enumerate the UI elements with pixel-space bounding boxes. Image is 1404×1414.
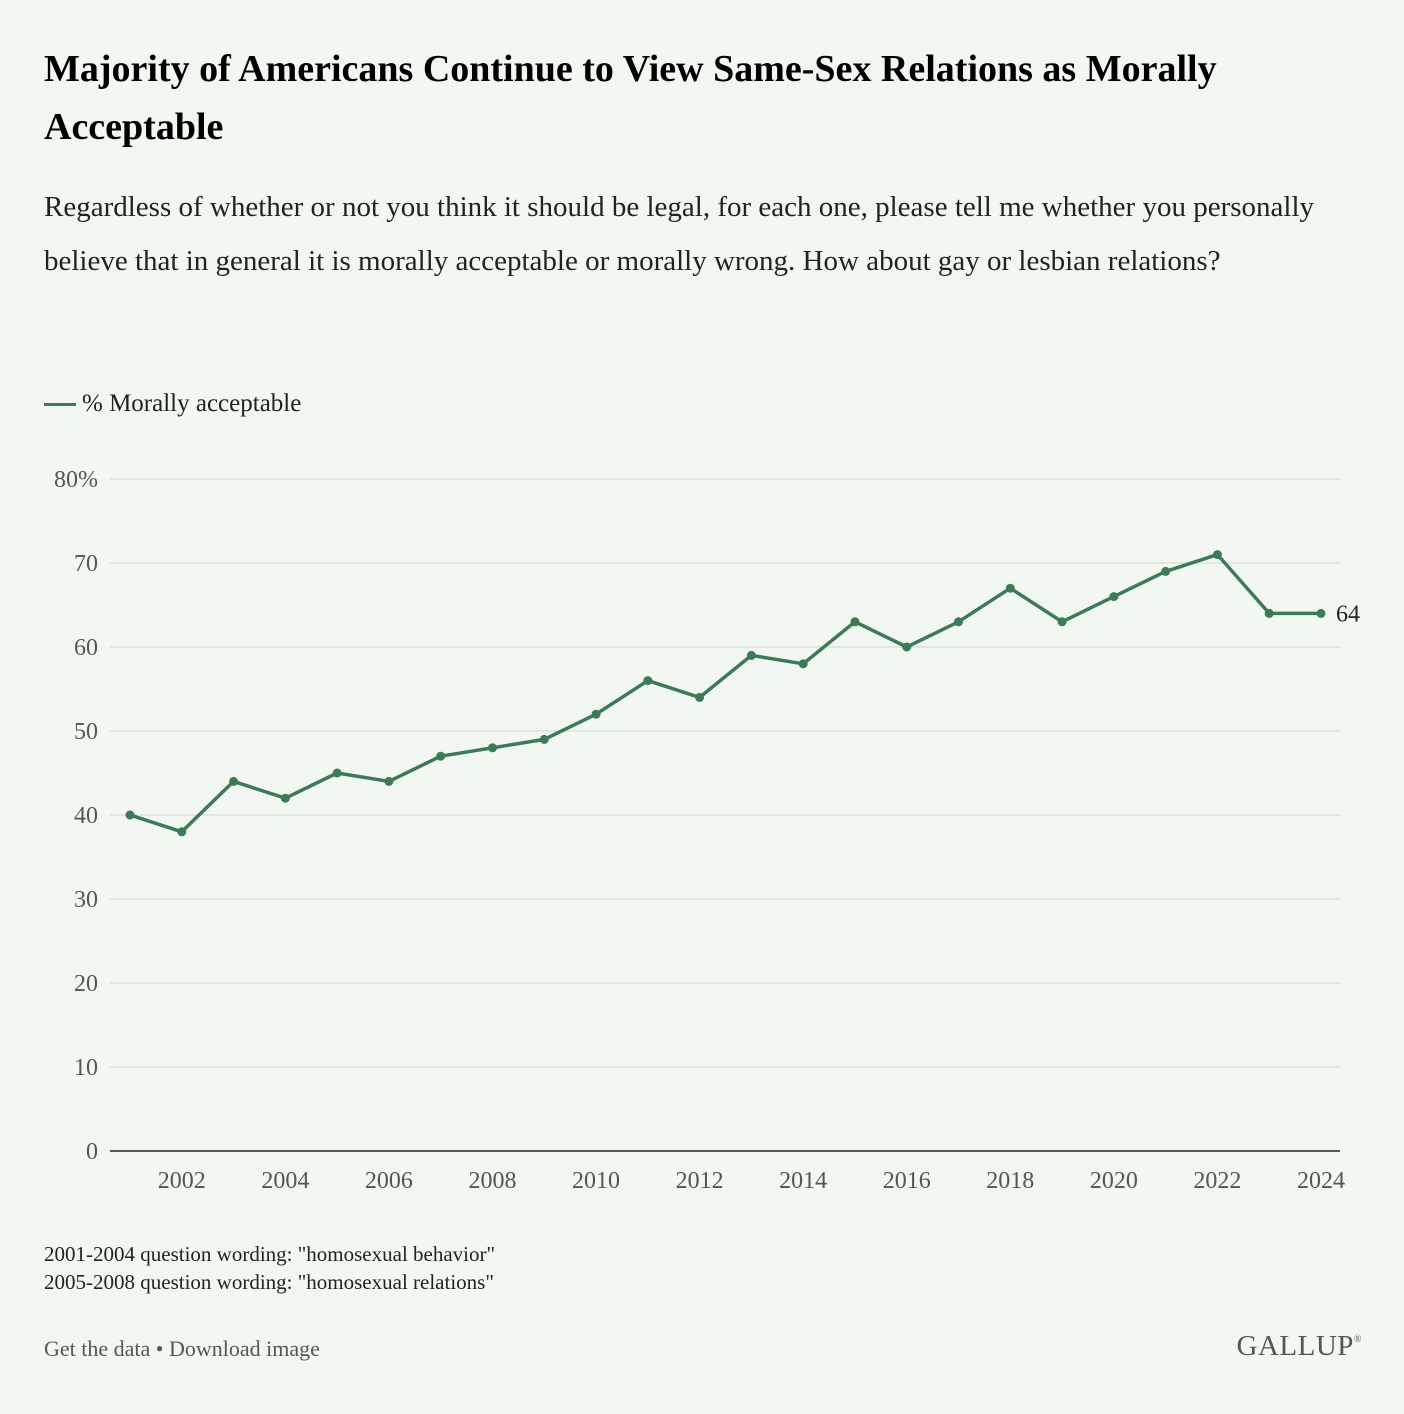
data-point-2020 bbox=[1109, 592, 1119, 602]
data-points bbox=[125, 550, 1326, 837]
x-tick-label: 2012 bbox=[676, 1168, 724, 1194]
data-point-2010 bbox=[591, 709, 601, 719]
chart-notes: 2001-2004 question wording: "homosexual … bbox=[44, 1240, 495, 1296]
data-point-2022 bbox=[1212, 550, 1222, 560]
x-tick-label: 2008 bbox=[468, 1168, 516, 1194]
note-wording-2001-2004: 2001-2004 question wording: "homosexual … bbox=[44, 1242, 496, 1266]
get-data-link[interactable]: Get the data bbox=[44, 1336, 151, 1361]
data-point-2011 bbox=[643, 676, 653, 686]
y-tick-label: 70 bbox=[74, 551, 98, 577]
legend-line-swatch bbox=[44, 402, 76, 406]
end-value-label: 64 bbox=[1336, 601, 1360, 627]
y-tick-label: 50 bbox=[74, 719, 98, 745]
data-point-2023 bbox=[1264, 608, 1274, 618]
data-point-2006 bbox=[384, 776, 394, 786]
x-axis-labels: 2002 2004 2006 2008 2010 2012 2014 2016 2018 2020… bbox=[158, 1168, 1345, 1194]
data-point-2008 bbox=[487, 743, 497, 753]
footer-separator: • bbox=[150, 1336, 169, 1361]
chart-subtitle: Regardless of whether or not you think i… bbox=[44, 191, 1314, 277]
data-point-2004 bbox=[280, 793, 290, 803]
x-tick-label: 2022 bbox=[1193, 1168, 1241, 1194]
legend: % Morally acceptable bbox=[44, 386, 301, 422]
chart-title: Majority of Americans Continue to View S… bbox=[44, 48, 1217, 148]
x-tick-label: 2002 bbox=[158, 1168, 206, 1194]
footer-links: Get the data • Download image bbox=[44, 1336, 320, 1362]
legend-label: % Morally acceptable bbox=[82, 390, 302, 417]
x-tick-label: 2024 bbox=[1297, 1168, 1345, 1194]
data-point-2007 bbox=[436, 751, 446, 761]
y-axis-labels: 0 10 20 30 40 50 60 70 80% bbox=[54, 467, 98, 1165]
gallup-logo: GALLUP® bbox=[1236, 1330, 1362, 1362]
y-tick-label: 80% bbox=[54, 467, 98, 493]
y-tick-label: 0 bbox=[86, 1139, 98, 1165]
data-point-2015 bbox=[850, 617, 860, 627]
data-point-2003 bbox=[229, 776, 239, 786]
x-tick-label: 2018 bbox=[986, 1168, 1034, 1194]
data-point-2017 bbox=[954, 617, 964, 627]
x-tick-label: 2004 bbox=[261, 1168, 309, 1194]
data-point-2002 bbox=[177, 827, 187, 837]
data-point-2024 bbox=[1316, 608, 1326, 618]
y-tick-label: 30 bbox=[74, 887, 98, 913]
data-point-2005 bbox=[332, 768, 342, 778]
data-point-2009 bbox=[539, 734, 549, 744]
x-tick-label: 2006 bbox=[365, 1168, 413, 1194]
x-tick-label: 2016 bbox=[883, 1168, 931, 1194]
gridlines bbox=[110, 478, 1340, 1068]
data-point-2001 bbox=[125, 810, 135, 820]
data-point-2013 bbox=[746, 650, 756, 660]
y-tick-label: 60 bbox=[74, 635, 98, 661]
y-tick-label: 10 bbox=[74, 1055, 98, 1081]
download-image-link[interactable]: Download image bbox=[169, 1336, 320, 1361]
series-line-morally-acceptable bbox=[129, 552, 1321, 834]
data-point-2012 bbox=[695, 692, 705, 702]
x-tick-label: 2014 bbox=[779, 1168, 827, 1194]
x-tick-label: 2010 bbox=[572, 1168, 620, 1194]
data-point-2016 bbox=[902, 642, 912, 652]
note-wording-2005-2008: 2005-2008 question wording: "homosexual … bbox=[44, 1270, 494, 1294]
data-point-2021 bbox=[1161, 566, 1171, 576]
data-point-2019 bbox=[1057, 617, 1067, 627]
y-tick-label: 20 bbox=[74, 971, 98, 997]
data-point-2014 bbox=[798, 659, 808, 669]
y-tick-label: 40 bbox=[74, 803, 98, 829]
data-point-2018 bbox=[1005, 583, 1015, 593]
x-tick-label: 2020 bbox=[1090, 1168, 1138, 1194]
